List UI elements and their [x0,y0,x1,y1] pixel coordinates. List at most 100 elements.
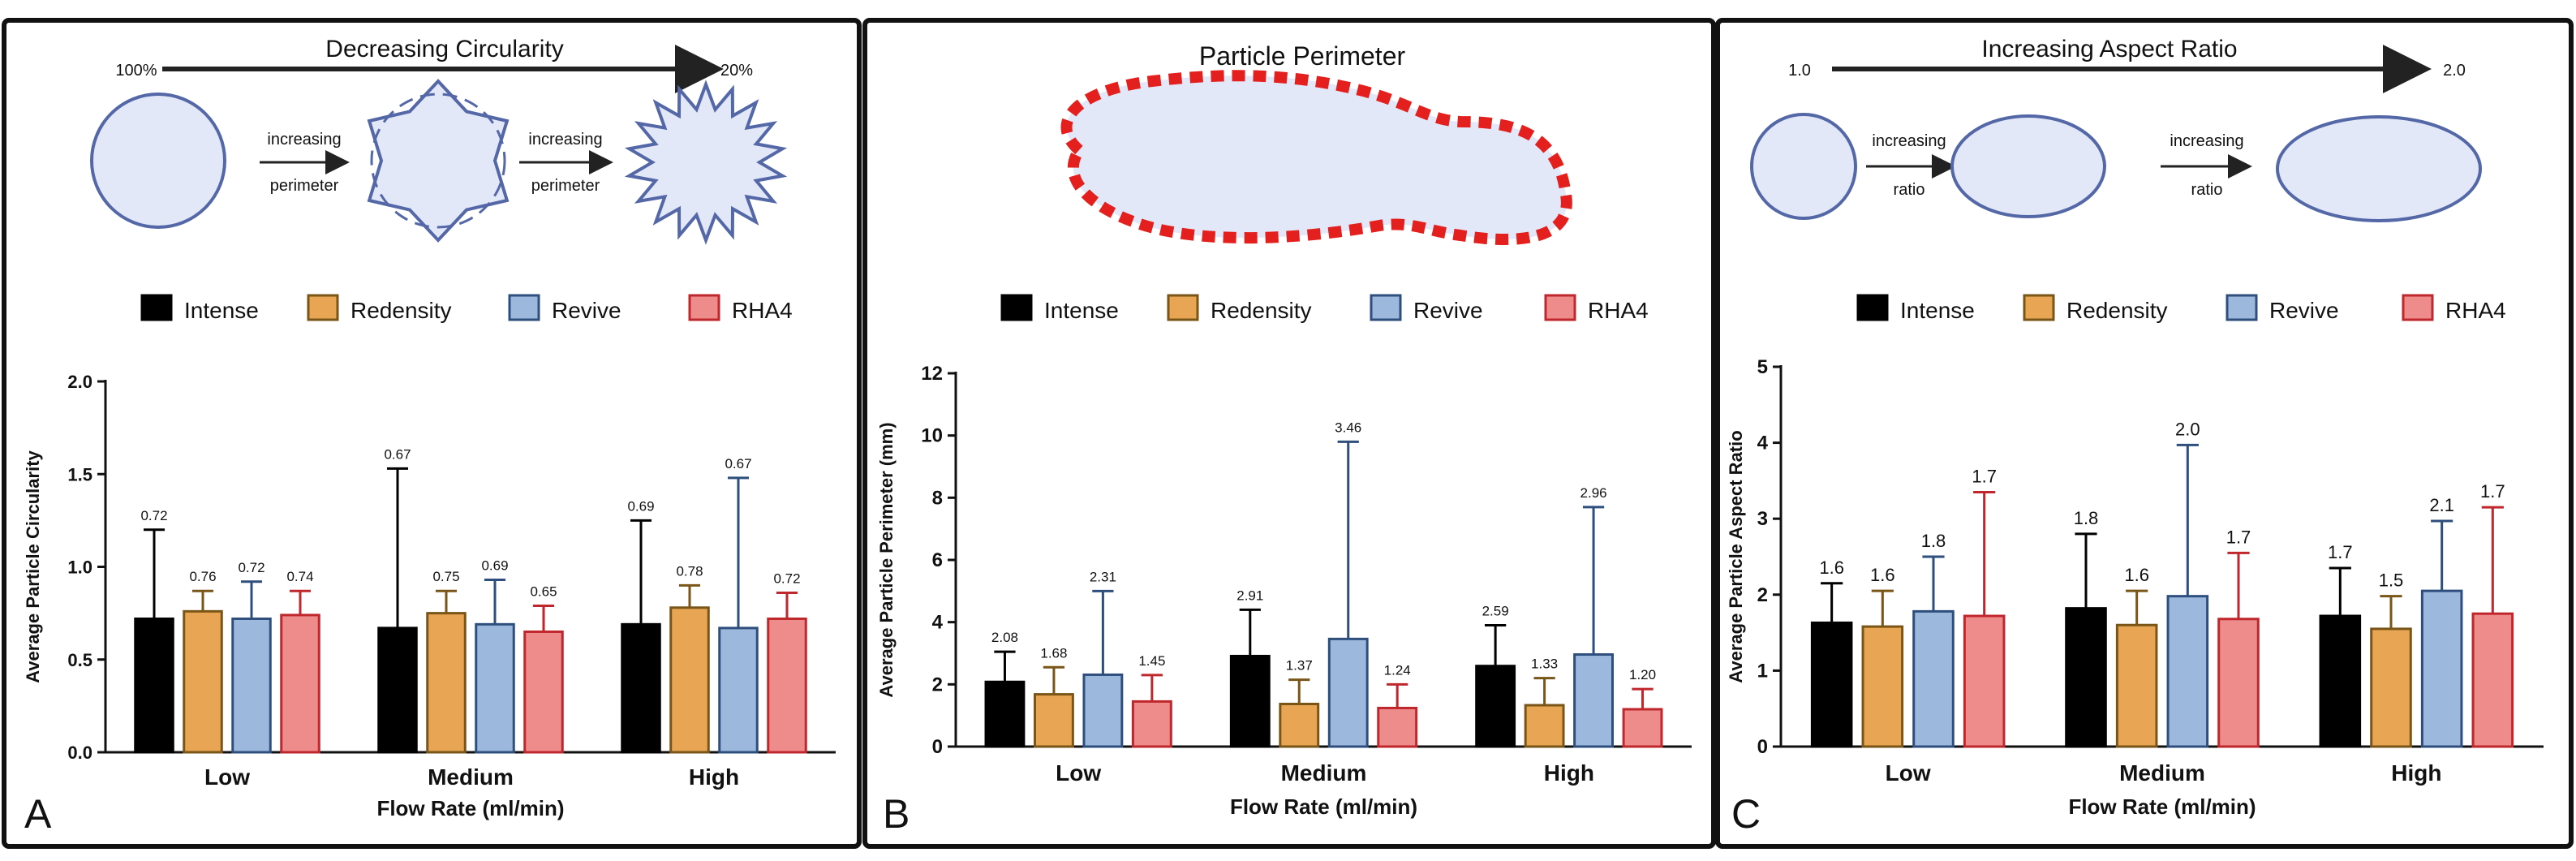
aspect-ellipse-long [2276,115,2482,222]
y-tick-label: 4 [1757,433,1769,454]
bar-intense-low [984,680,1026,748]
data-label: 2.0 [2175,419,2200,439]
panel-c-letter: C [1731,791,1761,837]
data-label: 1.68 [1040,645,1067,661]
legend-label-revive: Revive [552,298,621,323]
bar-revive-medium [2166,595,2209,748]
bar-rha4-high [767,617,807,754]
bar-redensity-high [669,606,710,754]
chart-perimeter: Intense Redensity Revive RHA4 0 2 4 6 8 10 12 Avera… [876,294,1692,819]
panel-b-frame [862,18,1716,849]
data-label: 0.69 [627,498,654,514]
hexagon-dashed-outline [370,93,506,229]
panel-c-arrow1-top: increasing [1872,132,1946,150]
data-label: 1.5 [2379,570,2404,591]
panel-c-arrow1-bottom: ratio [1894,181,1925,199]
panel-a-arrow2-top: increasing [528,131,602,149]
y-tick-label: 0.5 [67,650,92,670]
legend-swatch-redensity [307,294,339,321]
chart-circularity: Intense Redensity Revive RHA4 0.0 0.5 1.0 1.5 2.… [23,294,836,820]
bar-revive-low [1912,609,1955,748]
x-axis-title: Flow Rate (ml/min) [1230,794,1417,819]
panel-a-illus-right: 20% [720,62,753,80]
bar-redensity-high [1524,704,1565,748]
legend-swatch-revive [508,294,540,321]
data-label: 2.1 [2429,495,2454,515]
x-category-label: High [689,764,739,790]
legend-label-intense: Intense [1900,298,1975,323]
bar-redensity-medium [426,612,467,754]
y-tick-label: 8 [932,487,943,509]
panel-a-frame [2,18,862,849]
data-label: 0.72 [773,570,800,586]
data-label: 1.24 [1384,662,1411,678]
bar-revive-low [231,617,272,754]
panel-c-frame [1715,18,2574,849]
x-category-label: Low [204,764,250,790]
bar-rha4-high [2471,612,2514,748]
data-label: 0.67 [384,446,411,462]
bar-revive-high [2420,589,2463,748]
y-axis-title: Average Particle Circularity [23,450,43,682]
hexagon-star-shape [367,79,510,243]
panel-c-illus-right: 2.0 [2443,62,2466,80]
y-axis-title: Average Particle Perimeter (mm) [876,422,897,697]
data-label: 1.45 [1138,653,1165,669]
panel-c-arrow2-bottom: ratio [2191,181,2223,199]
bar-revive-medium [475,622,515,754]
legend-label-intense: Intense [184,298,259,323]
y-tick-label: 5 [1757,356,1768,378]
y-tick-label: 0 [932,736,943,758]
legend-swatch-revive [1370,294,1402,321]
bar-revive-high [718,626,759,754]
legend-label-redensity: Redensity [350,298,452,323]
bar-redensity-medium [2115,623,2158,748]
data-label: 1.7 [1972,466,1997,486]
bar-intense-low [1810,621,1853,748]
bar-rha4-low [1963,614,2006,748]
data-label: 1.7 [2480,481,2505,502]
data-label: 1.6 [1819,557,1844,578]
data-label: 1.37 [1286,658,1313,674]
x-category-label: Medium [1281,760,1367,786]
bar-rha4-medium [2217,618,2260,748]
bar-intense-high [621,622,661,754]
panel-c-illus-title: Increasing Aspect Ratio [1981,36,2237,62]
bar-redensity-low [183,609,223,754]
legend-label-redensity: Redensity [2066,298,2168,323]
bar-intense-medium [377,626,418,754]
legend-swatch-rha4 [2402,294,2434,321]
data-label: 1.7 [2328,542,2353,562]
circle-shape [90,93,226,229]
legend-swatch-revive [2226,294,2258,321]
data-label: 0.76 [189,569,216,584]
legend-swatch-rha4 [688,294,720,321]
legend-swatch-rha4 [1544,294,1576,321]
bar-revive-low [1082,673,1124,748]
data-label: 1.6 [1870,565,1895,585]
y-tick-label: 1.0 [67,557,92,578]
legend-swatch-intense [1856,294,1889,321]
bar-intense-high [2319,614,2362,748]
data-label: 0.75 [432,569,459,584]
data-label: 0.72 [238,560,264,575]
y-tick-label: 6 [932,549,943,571]
legend-swatch-redensity [1167,294,1199,321]
x-category-label: Low [1886,760,1931,786]
legend-label-rha4: RHA4 [732,298,793,323]
y-tick-label: 0 [1757,736,1768,758]
data-label: 1.8 [2074,508,2099,528]
perimeter-blob-shape [1060,70,1572,245]
panel-c-arrow2-top: increasing [2170,132,2243,150]
data-label: 1.20 [1629,667,1656,682]
panel-c-illustration: Increasing Aspect Ratio 1.0 2.0 increasi… [1750,36,2482,222]
legend-swatch-intense [1000,294,1033,321]
bar-redensity-low [1034,693,1074,748]
legend-label-redensity: Redensity [1211,298,1312,323]
y-tick-label: 3 [1757,508,1768,530]
bar-rha4-low [1131,700,1172,748]
bar-rha4-high [1622,708,1663,748]
data-label: 1.7 [2226,527,2251,547]
data-label: 3.46 [1335,420,1361,435]
legend-label-rha4: RHA4 [2445,298,2506,323]
